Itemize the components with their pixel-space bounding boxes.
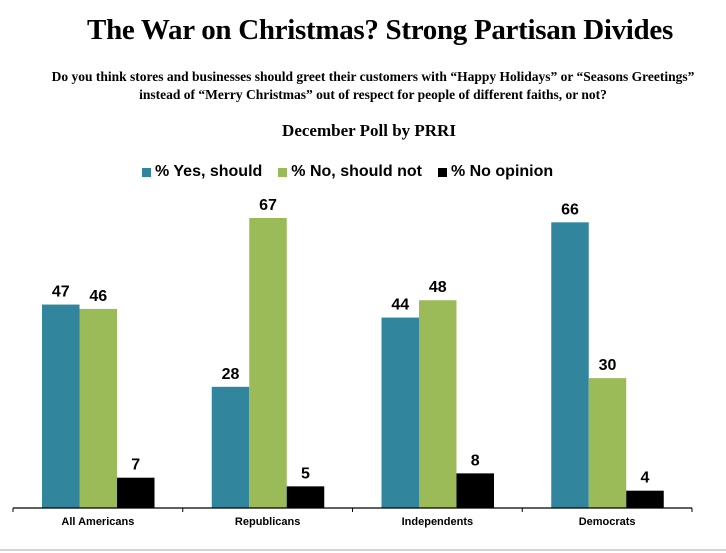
bar [456, 473, 494, 508]
legend-swatch-yes [142, 167, 151, 177]
bottom-border [0, 549, 726, 551]
legend-label-no-opinion: % No opinion [450, 163, 554, 180]
bar [249, 218, 287, 508]
bar [42, 304, 80, 508]
data-label: 7 [131, 457, 140, 474]
data-label: 5 [301, 465, 310, 482]
bar [286, 486, 325, 508]
data-label: 47 [52, 284, 70, 301]
data-label: 4 [641, 470, 650, 487]
data-label: 44 [391, 297, 409, 314]
bar [381, 317, 419, 508]
subtitle-line-1: Do you think stores and businesses shoul… [51, 69, 695, 84]
legend-swatch-no [278, 167, 288, 177]
bar [419, 300, 457, 508]
bar [211, 386, 250, 508]
x-tick-label: Republicans [235, 516, 300, 528]
legend-item-no: % No, should not [278, 163, 422, 181]
bar [79, 308, 117, 508]
subtitle-line-2: instead of “Merry Christmas” out of resp… [139, 87, 607, 102]
bar [626, 490, 664, 508]
data-label: 67 [259, 197, 277, 214]
legend-swatch-no-opinion [437, 167, 447, 177]
x-tick-label: All Americans [61, 516, 134, 528]
chart-subtitle: Do you think stores and businesses shoul… [20, 68, 726, 104]
poll-source-label: December Poll by PRRI [282, 121, 456, 140]
bar [117, 477, 155, 508]
data-label: 30 [599, 357, 617, 374]
data-label: 66 [561, 201, 579, 218]
data-label: 46 [89, 288, 107, 305]
data-label: 48 [429, 279, 447, 296]
data-label: 28 [222, 366, 240, 383]
data-label: 8 [471, 452, 480, 469]
bar [588, 378, 627, 508]
bar [551, 222, 589, 508]
x-tick-label: Independents [402, 516, 474, 528]
legend-label-yes: % Yes, should [155, 163, 263, 180]
x-tick-label: Democrats [579, 516, 636, 528]
chart-legend: % Yes, should % No, should not % No opin… [142, 163, 569, 181]
chart-title: The War on Christmas? Strong Partisan Di… [87, 14, 673, 46]
legend-item-no-opinion: % No opinion [437, 163, 554, 181]
legend-item-yes: % Yes, should [142, 163, 262, 181]
legend-label-no: % No, should not [291, 163, 422, 180]
